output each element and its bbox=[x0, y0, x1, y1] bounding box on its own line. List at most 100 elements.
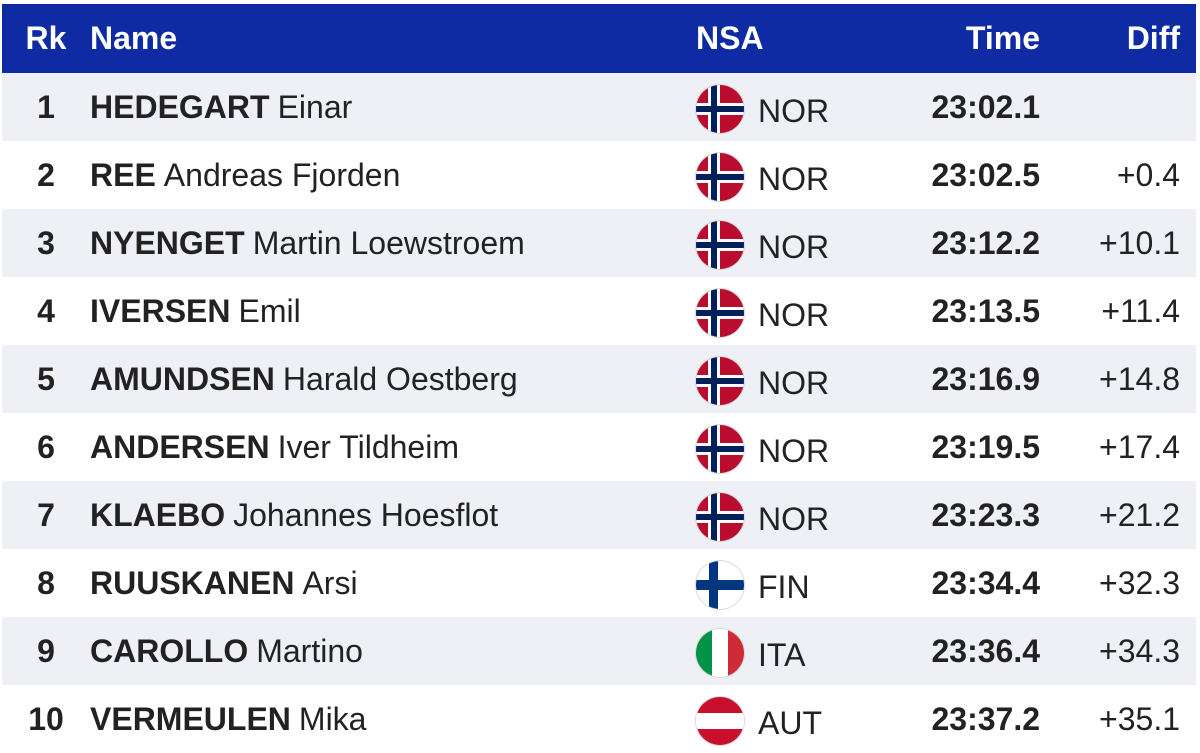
header-diff[interactable]: Diff bbox=[1126, 20, 1180, 56]
athlete-first-name: Mika bbox=[298, 700, 367, 737]
diff-cell: +0.4 bbox=[1116, 156, 1180, 193]
athlete-name-cell[interactable]: NYENGET Martin Loewstroem bbox=[90, 225, 696, 262]
table-row[interactable]: 4 IVERSEN Emil NOR 23:13.5 +11.4 bbox=[2, 277, 1196, 345]
table-row[interactable]: 10 VERMEULEN Mika AUT 23:37.2 +35.1 bbox=[2, 685, 1196, 753]
rank-cell: 1 bbox=[37, 88, 55, 125]
athlete-first-name: Einar bbox=[277, 88, 353, 125]
rank-cell: 5 bbox=[37, 360, 55, 397]
diff-cell: +21.2 bbox=[1099, 496, 1180, 533]
athlete-last-name: REE bbox=[90, 156, 156, 193]
nsa-cell: NOR bbox=[696, 83, 856, 133]
nsa-cell: NOR bbox=[696, 423, 856, 473]
norway-flag-icon bbox=[696, 289, 744, 337]
austria-flag-icon bbox=[696, 697, 744, 745]
athlete-last-name: IVERSEN bbox=[90, 292, 231, 329]
table-body: 1 HEDEGART Einar NOR 23:02.1 2 REE Andreas… bbox=[2, 73, 1196, 753]
diff-cell: +34.3 bbox=[1099, 632, 1180, 669]
nsa-code: NOR bbox=[758, 432, 830, 469]
athlete-first-name: Emil bbox=[238, 292, 301, 329]
rank-cell: 10 bbox=[28, 700, 64, 737]
norway-flag-icon bbox=[696, 221, 744, 269]
header-name[interactable]: Name bbox=[90, 20, 178, 56]
table-header: Rk Name NSA Time Diff bbox=[2, 4, 1196, 73]
diff-cell: +11.4 bbox=[1101, 292, 1180, 329]
time-cell: 23:37.2 bbox=[931, 700, 1040, 737]
rank-cell: 7 bbox=[37, 496, 55, 533]
diff-cell: +35.1 bbox=[1099, 700, 1180, 737]
athlete-last-name: AMUNDSEN bbox=[90, 360, 275, 397]
nsa-cell: FIN bbox=[696, 559, 856, 609]
athlete-name-cell[interactable]: IVERSEN Emil bbox=[90, 293, 696, 330]
athlete-last-name: KLAEBO bbox=[90, 496, 226, 533]
norway-flag-icon bbox=[696, 85, 744, 133]
athlete-last-name: CAROLLO bbox=[90, 632, 249, 669]
rank-cell: 9 bbox=[37, 632, 55, 669]
time-cell: 23:12.2 bbox=[931, 224, 1040, 261]
nsa-cell: NOR bbox=[696, 151, 856, 201]
diff-cell: +10.1 bbox=[1099, 224, 1180, 261]
results-table: Rk Name NSA Time Diff 1 HEDEGART Einar NO… bbox=[2, 4, 1196, 753]
nsa-code: NOR bbox=[758, 92, 830, 129]
athlete-name-cell[interactable]: HEDEGART Einar bbox=[90, 89, 696, 126]
time-cell: 23:02.1 bbox=[931, 88, 1040, 125]
nsa-code: NOR bbox=[758, 500, 830, 537]
athlete-name-cell[interactable]: ANDERSEN Iver Tildheim bbox=[90, 429, 696, 466]
rank-cell: 4 bbox=[37, 292, 55, 329]
athlete-first-name: Johannes Hoesflot bbox=[233, 496, 499, 533]
table-row[interactable]: 3 NYENGET Martin Loewstroem NOR 23:12.2 +… bbox=[2, 209, 1196, 277]
athlete-last-name: HEDEGART bbox=[90, 88, 270, 125]
athlete-name-cell[interactable]: AMUNDSEN Harald Oestberg bbox=[90, 361, 696, 398]
finland-flag-icon bbox=[696, 561, 744, 609]
rank-cell: 6 bbox=[37, 428, 55, 465]
diff-cell: +32.3 bbox=[1099, 564, 1180, 601]
norway-flag-icon bbox=[696, 425, 744, 473]
header-time[interactable]: Time bbox=[965, 20, 1040, 56]
table-row[interactable]: 1 HEDEGART Einar NOR 23:02.1 bbox=[2, 73, 1196, 141]
time-cell: 23:34.4 bbox=[931, 564, 1040, 601]
athlete-last-name: ANDERSEN bbox=[90, 428, 270, 465]
athlete-last-name: NYENGET bbox=[90, 224, 245, 261]
nsa-code: NOR bbox=[758, 364, 830, 401]
norway-flag-icon bbox=[696, 153, 744, 201]
athlete-first-name: Andreas Fjorden bbox=[163, 156, 401, 193]
athlete-last-name: VERMEULEN bbox=[90, 700, 291, 737]
diff-cell: +17.4 bbox=[1099, 428, 1180, 465]
table-row[interactable]: 5 AMUNDSEN Harald Oestberg NOR 23:16.9 +1… bbox=[2, 345, 1196, 413]
athlete-first-name: Arsi bbox=[302, 564, 358, 601]
nsa-code: NOR bbox=[758, 228, 830, 265]
table-row[interactable]: 6 ANDERSEN Iver Tildheim NOR 23:19.5 +17.… bbox=[2, 413, 1196, 481]
athlete-first-name: Martin Loewstroem bbox=[252, 224, 525, 261]
rank-cell: 8 bbox=[37, 564, 55, 601]
table-row[interactable]: 7 KLAEBO Johannes Hoesflot NOR 23:23.3 +2… bbox=[2, 481, 1196, 549]
athlete-name-cell[interactable]: RUUSKANEN Arsi bbox=[90, 565, 696, 602]
athlete-name-cell[interactable]: VERMEULEN Mika bbox=[90, 701, 696, 738]
rank-cell: 3 bbox=[37, 224, 55, 261]
athlete-first-name: Martino bbox=[256, 632, 363, 669]
time-cell: 23:23.3 bbox=[931, 496, 1040, 533]
table-row[interactable]: 9 CAROLLO Martino ITA 23:36.4 +34.3 bbox=[2, 617, 1196, 685]
diff-cell: +14.8 bbox=[1099, 360, 1180, 397]
time-cell: 23:13.5 bbox=[931, 292, 1040, 329]
nsa-cell: AUT bbox=[696, 695, 856, 745]
athlete-name-cell[interactable]: REE Andreas Fjorden bbox=[90, 157, 696, 194]
nsa-cell: NOR bbox=[696, 219, 856, 269]
header-nsa[interactable]: NSA bbox=[696, 20, 764, 56]
nsa-code: FIN bbox=[758, 568, 810, 605]
time-cell: 23:19.5 bbox=[931, 428, 1040, 465]
athlete-name-cell[interactable]: KLAEBO Johannes Hoesflot bbox=[90, 497, 696, 534]
nsa-code: NOR bbox=[758, 296, 830, 333]
table-row[interactable]: 2 REE Andreas Fjorden NOR 23:02.5 +0.4 bbox=[2, 141, 1196, 209]
nsa-cell: NOR bbox=[696, 355, 856, 405]
nsa-cell: ITA bbox=[696, 627, 856, 677]
athlete-first-name: Harald Oestberg bbox=[282, 360, 518, 397]
table-row[interactable]: 8 RUUSKANEN Arsi FIN 23:34.4 +32.3 bbox=[2, 549, 1196, 617]
italy-flag-icon bbox=[696, 629, 744, 677]
nsa-code: ITA bbox=[758, 636, 806, 673]
rank-cell: 2 bbox=[37, 156, 55, 193]
athlete-name-cell[interactable]: CAROLLO Martino bbox=[90, 633, 696, 670]
time-cell: 23:02.5 bbox=[931, 156, 1040, 193]
header-rank[interactable]: Rk bbox=[25, 20, 67, 56]
norway-flag-icon bbox=[696, 357, 744, 405]
nsa-cell: NOR bbox=[696, 491, 856, 541]
nsa-code: AUT bbox=[758, 704, 822, 741]
